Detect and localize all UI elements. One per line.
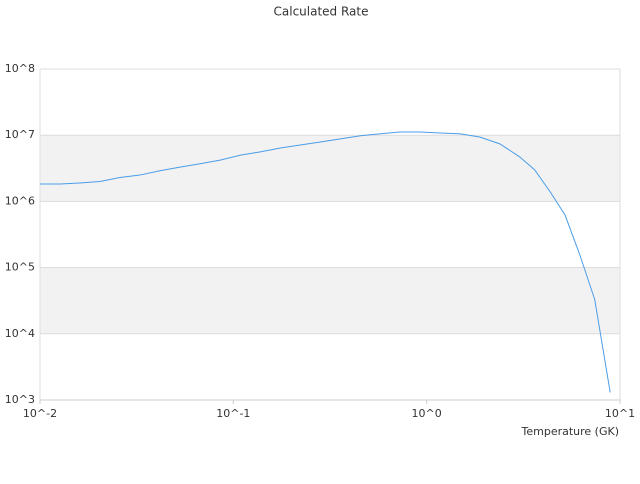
data-line [40,131,611,393]
chart-title: Calculated Rate [274,5,369,19]
y-tick-label: 10^3 [5,393,35,406]
y-tick-label: 10^7 [5,128,35,141]
y-tick-label: 10^4 [5,327,35,340]
x-tick-label: 10^1 [605,407,635,420]
grid-band [40,267,620,334]
x-tick-label: 10^0 [412,407,442,420]
x-tick-label: 10^-2 [23,407,57,420]
y-tick-label: 10^5 [5,261,35,274]
x-axis-label: Temperature (GK) [521,425,620,438]
x-tick-label: 10^-1 [216,407,250,420]
y-tick-label: 10^6 [5,194,35,207]
grid-band [40,135,620,202]
y-tick-label: 10^8 [5,62,35,75]
